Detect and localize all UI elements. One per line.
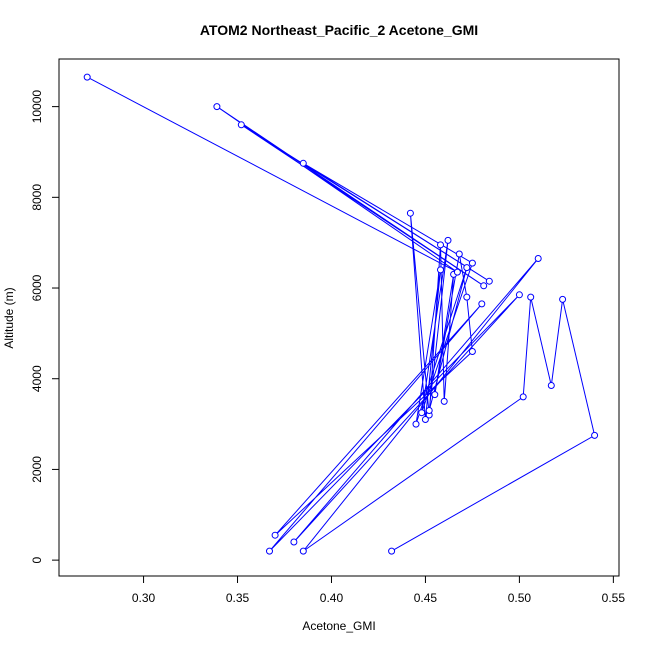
x-tick-label: 0.45 — [414, 591, 438, 605]
data-point — [412, 420, 420, 428]
y-axis: 0 2000 4000 6000 8000 10000 — [30, 90, 59, 563]
data-point — [534, 255, 542, 262]
y-tick-label: 6000 — [30, 274, 44, 301]
data-point — [468, 259, 476, 267]
data-point — [406, 209, 414, 217]
data-point — [440, 397, 448, 405]
data-point — [485, 277, 493, 285]
data-point — [547, 382, 555, 389]
data-point — [271, 531, 279, 539]
data-point — [237, 121, 245, 129]
data-point — [463, 264, 471, 272]
data-point — [213, 103, 221, 111]
x-tick-label: 0.55 — [602, 591, 626, 605]
series-acetone — [83, 73, 599, 555]
data-point — [591, 431, 599, 439]
data-point — [83, 73, 91, 81]
data-point — [468, 348, 476, 355]
data-point — [425, 407, 433, 414]
data-point — [519, 393, 527, 401]
data-point — [444, 236, 452, 244]
y-axis-label: Altitude (m) — [2, 287, 16, 348]
data-point — [527, 293, 535, 301]
y-tick-label: 8000 — [30, 184, 44, 211]
data-point — [388, 547, 396, 555]
data-point — [290, 538, 298, 546]
series-line — [86, 76, 596, 552]
data-point — [559, 295, 567, 303]
data-point — [515, 291, 523, 299]
data-point — [437, 241, 444, 249]
x-axis: 0.30 0.35 0.40 0.45 0.50 0.55 — [132, 576, 625, 605]
chart-title: ATOM2 Northeast_Pacific_2 Acetone_GMI — [200, 22, 478, 38]
x-tick-label: 0.50 — [508, 591, 532, 605]
data-point — [455, 250, 463, 258]
x-tick-label: 0.40 — [320, 591, 344, 605]
data-point — [478, 300, 486, 308]
y-tick-label: 4000 — [30, 365, 44, 392]
y-tick-label: 2000 — [30, 456, 44, 483]
x-axis-label: Acetone_GMI — [302, 619, 375, 633]
data-point — [299, 547, 307, 555]
data-point — [437, 266, 444, 274]
data-point — [421, 416, 429, 423]
data-point — [453, 268, 461, 276]
x-tick-label: 0.30 — [132, 591, 156, 605]
y-tick-label: 0 — [30, 556, 44, 563]
y-tick-label: 10000 — [30, 90, 44, 124]
plot-frame — [58, 58, 620, 577]
data-point — [418, 409, 426, 417]
data-point — [431, 391, 439, 399]
data-point — [463, 293, 471, 301]
data-point — [299, 159, 307, 167]
data-point — [266, 547, 273, 555]
data-point — [480, 282, 488, 290]
x-tick-label: 0.35 — [226, 591, 250, 605]
